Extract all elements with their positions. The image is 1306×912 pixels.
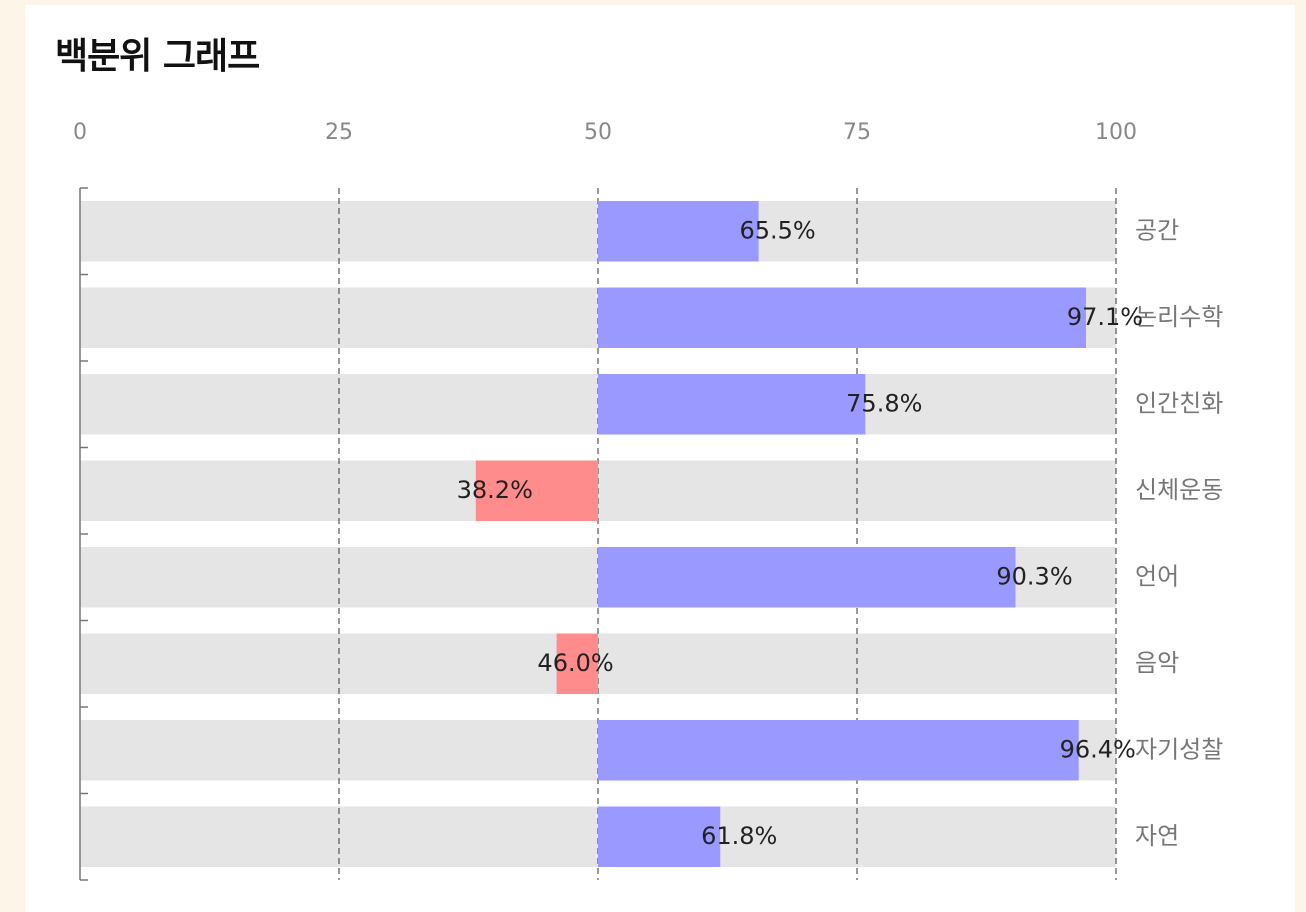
bar: [598, 287, 1086, 348]
value-label: 38.2%: [457, 476, 533, 504]
value-label: 61.8%: [701, 822, 777, 850]
value-label: 46.0%: [537, 649, 613, 677]
category-label: 공간: [1135, 216, 1179, 244]
category-label: 인간친화: [1135, 389, 1223, 417]
category-label: 자연: [1135, 822, 1179, 850]
bar: [598, 806, 721, 867]
x-tick-label: 100: [1095, 120, 1137, 145]
category-label: 논리수학: [1135, 303, 1223, 331]
x-tick-label: 50: [584, 120, 612, 145]
chart-title: 백분위 그래프: [55, 36, 259, 77]
bar: [598, 547, 1016, 608]
bar: [475, 460, 598, 521]
category-label: 신체운동: [1135, 476, 1223, 504]
category-label: 언어: [1135, 562, 1179, 590]
bar: [598, 720, 1079, 781]
category-label: 자기성찰: [1135, 735, 1223, 763]
value-label: 75.8%: [846, 389, 922, 417]
value-label: 65.5%: [739, 216, 815, 244]
x-tick-label: 25: [325, 120, 353, 145]
x-tick-label: 0: [73, 120, 87, 145]
value-label: 96.4%: [1060, 735, 1136, 763]
bar: [598, 201, 759, 262]
bar: [598, 374, 866, 435]
value-label: 97.1%: [1067, 303, 1143, 331]
bar: [556, 633, 598, 694]
value-label: 90.3%: [996, 562, 1072, 590]
category-label: 음악: [1135, 649, 1179, 677]
x-tick-label: 75: [843, 120, 871, 145]
